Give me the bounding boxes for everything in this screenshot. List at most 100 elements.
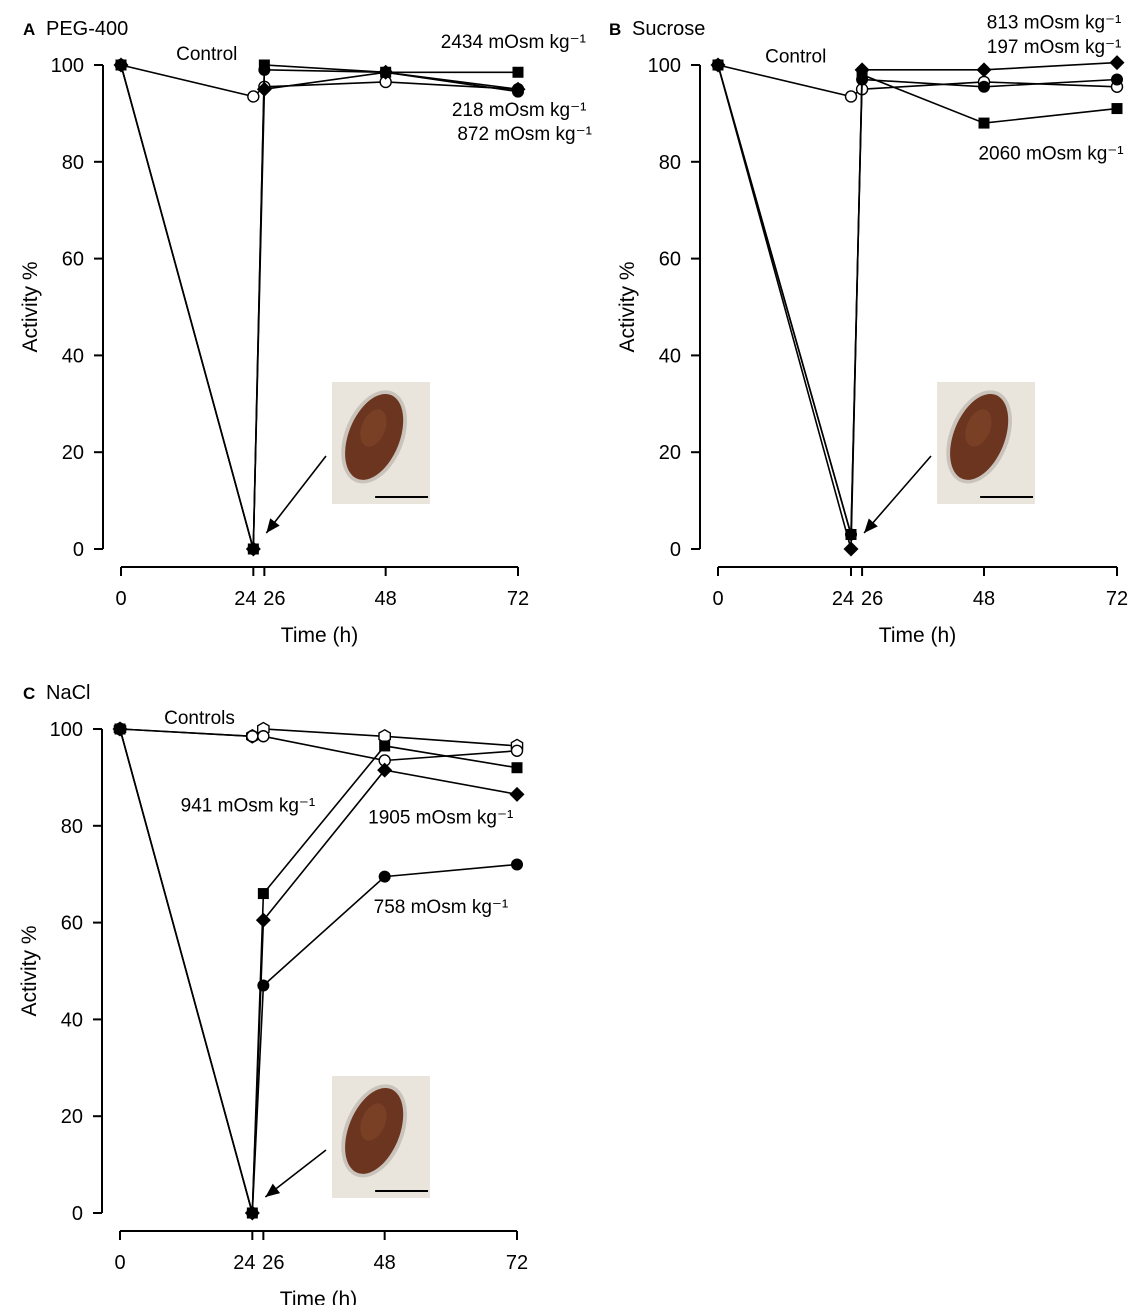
x-tick-label: 24: [832, 588, 854, 610]
y-axis-label: Activity %: [18, 925, 41, 1016]
data-point: [509, 786, 525, 802]
series-line: [119, 728, 518, 1214]
x-axis-label: Time (h): [280, 1288, 357, 1305]
series-line: [717, 61, 1118, 550]
series: [712, 59, 1123, 541]
data-point: [712, 59, 724, 71]
x-tick-label: 48: [374, 1252, 396, 1274]
y-tick-label: 40: [61, 1009, 83, 1031]
data-point: [247, 90, 260, 103]
x-tick-label: 0: [712, 588, 723, 610]
series-line: [119, 728, 518, 1214]
x-tick-label: 72: [1106, 588, 1128, 610]
tardigrade-shading: [360, 409, 387, 447]
panel-b: B Sucrose 0 20 40 60 80 100 0 24 26 48 72 Time (h) Act…: [609, 13, 1128, 647]
arrow-shaft: [265, 455, 327, 534]
specimen-inset: [332, 1076, 430, 1198]
series: [710, 55, 1125, 557]
y-tick-label: 0: [73, 539, 84, 561]
series: [114, 723, 523, 1219]
annotation-label: Control: [176, 44, 237, 65]
y-tick-label: 100: [648, 55, 681, 77]
series: [114, 723, 523, 1219]
x-tick-label: 0: [114, 1252, 125, 1274]
data-point: [257, 979, 270, 992]
y-tick-label: 40: [659, 345, 681, 367]
panel-a: A PEG-400 0 20 40 60 80 100 0 24 26 48 72 Time (h) Act…: [19, 18, 592, 647]
data-point: [843, 541, 859, 557]
series: [712, 59, 1123, 540]
data-point: [1111, 73, 1123, 86]
y-tick-label: 80: [62, 152, 84, 174]
x-tick-label: 26: [262, 1252, 284, 1274]
arrow-head: [265, 1183, 281, 1197]
y-axis-label: Activity %: [19, 261, 42, 352]
x-axis-label: Time (h): [879, 624, 956, 647]
axes: 0 20 40 60 80 100 0 24 26 48 72 Time (h) Activity %: [19, 55, 529, 647]
tardigrade-shading: [360, 1103, 387, 1141]
data-point: [1111, 103, 1123, 115]
x-tick-label: 0: [115, 588, 126, 610]
panel-title: PEG-400: [46, 18, 128, 40]
axes: 0 20 40 60 80 100 0 24 26 48 72 Time (h) Activity %: [18, 719, 528, 1305]
data-point: [845, 528, 857, 540]
annotation-label: 813 mOsm kg⁻¹: [987, 13, 1122, 34]
series-line: [717, 64, 1118, 535]
y-tick-label: 100: [50, 719, 83, 741]
data-point: [246, 730, 259, 743]
y-tick-label: 0: [670, 539, 681, 561]
series-line: [717, 64, 1118, 535]
data-point: [246, 1207, 259, 1219]
y-tick-label: 20: [61, 1106, 83, 1128]
series: [113, 722, 524, 767]
y-tick-label: 40: [62, 345, 84, 367]
data-point: [856, 69, 868, 81]
x-tick-label: 24: [234, 588, 256, 610]
x-tick-label: 72: [507, 588, 529, 610]
series-line: [119, 728, 518, 1214]
x-tick-label: 26: [861, 588, 883, 610]
arrow-head: [266, 518, 280, 533]
annotation-label: Control: [765, 47, 826, 68]
data-point: [378, 870, 391, 883]
panel-c: C NaCl 0 20 40 60 80 100 0 24 26 48 72 Time (h) Activi…: [18, 682, 528, 1305]
data-point: [978, 117, 990, 129]
data-point: [379, 66, 392, 79]
y-tick-label: 80: [659, 152, 681, 174]
specimen-inset: [332, 382, 430, 504]
y-tick-label: 0: [72, 1203, 83, 1225]
data-point: [258, 63, 271, 76]
annotation-label: Controls: [164, 708, 235, 729]
data-point: [1109, 55, 1125, 71]
data-point: [247, 543, 260, 555]
data-point: [978, 80, 990, 93]
x-tick-label: 72: [506, 1252, 528, 1274]
panel-title: Sucrose: [632, 18, 705, 40]
data-point: [379, 740, 391, 752]
panel-letter: A: [23, 20, 35, 39]
annotation-label: 218 mOsm kg⁻¹: [452, 100, 587, 121]
y-axis-label: Activity %: [616, 261, 639, 352]
data-point: [510, 744, 524, 757]
data-point: [377, 762, 393, 778]
data-point: [512, 85, 524, 98]
data-point: [257, 730, 270, 743]
y-tick-label: 80: [61, 816, 83, 838]
panel-letter: C: [23, 684, 35, 703]
axes: 0 20 40 60 80 100 0 24 26 48 72 Time (h) Activity %: [616, 55, 1128, 647]
data-point: [511, 762, 523, 774]
data-point: [114, 723, 126, 735]
x-tick-label: 26: [263, 588, 285, 610]
annotation-label: 758 mOsm kg⁻¹: [374, 897, 509, 918]
arrow-head: [864, 518, 878, 533]
series-line: [119, 728, 518, 762]
annotation-label: 2434 mOsm kg⁻¹: [441, 32, 586, 53]
y-tick-label: 20: [659, 442, 681, 464]
x-axis-label: Time (h): [281, 624, 358, 647]
y-tick-label: 20: [62, 442, 84, 464]
data-point: [255, 912, 271, 928]
series: [115, 59, 524, 555]
annotation-label: 941 mOsm kg⁻¹: [181, 795, 316, 816]
annotation-label: 197 mOsm kg⁻¹: [987, 37, 1122, 58]
